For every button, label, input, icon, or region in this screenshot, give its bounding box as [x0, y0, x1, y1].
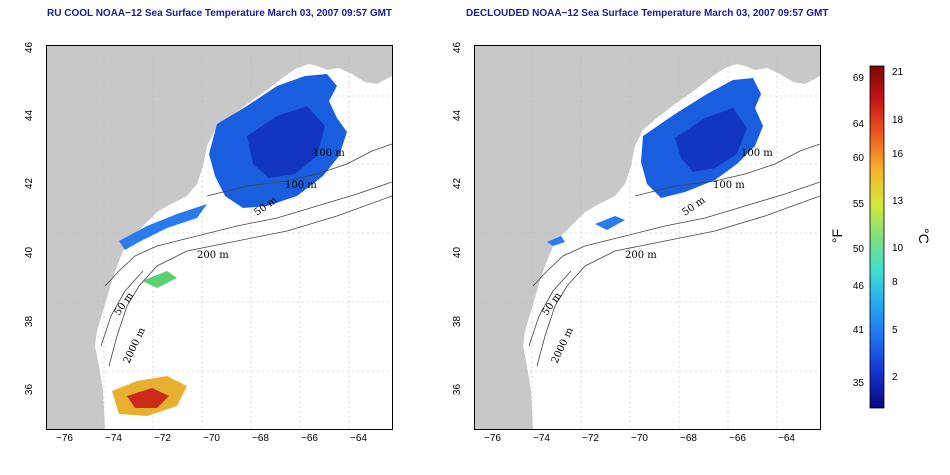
fahrenheit-tick: 41: [853, 325, 865, 336]
x-tick: −74: [533, 433, 550, 444]
sst-fragment: [547, 236, 565, 246]
sst-deep-cold: [247, 106, 325, 178]
y-tick: 42: [452, 177, 464, 190]
land-mass: [47, 46, 392, 429]
grid-lines: [475, 46, 820, 429]
x-tick: −64: [778, 433, 795, 444]
contour-200m: [584, 181, 820, 247]
y-tick: 44: [452, 109, 464, 122]
land-mass: [475, 46, 820, 429]
celsius-tick: 21: [892, 67, 904, 78]
nova-scotia-land: [309, 46, 392, 68]
contour-100m: [634, 143, 820, 197]
right-map-graphic: 100 m 100 m 50 m 200 m 50 m 2000 m: [475, 46, 820, 429]
right-panel-title: DECLOUDED NOAA−12 Sea Surface Temperatur…: [466, 8, 829, 19]
sst-green-patch: [142, 271, 177, 288]
y-tick: 46: [24, 41, 36, 54]
left-panel-title: RU COOL NOAA−12 Sea Surface Temperature …: [47, 8, 393, 19]
contour-label: 2000 m: [122, 326, 148, 366]
y-tick: 42: [24, 177, 36, 190]
left-map-graphic: 100 m 100 m 50 m 200 m 50 m 2000 m: [47, 46, 392, 429]
celsius-tick: 2: [892, 372, 898, 383]
sst-shelf-band: [119, 204, 207, 250]
x-tick: −68: [252, 433, 269, 444]
contour-200m: [156, 181, 392, 247]
colorbar-ticks: 69 64 60 55 50 46 41 35 21 18 16 13 10 8 5 2: [853, 67, 904, 389]
x-tick: −72: [582, 433, 599, 444]
sst-deep-cold: [675, 108, 747, 172]
x-tick: −68: [680, 433, 697, 444]
fahrenheit-label: °F: [829, 228, 846, 244]
celsius-label: °C: [915, 228, 932, 244]
celsius-tick: 18: [892, 115, 904, 126]
grid-lines: [47, 46, 392, 429]
celsius-tick: 13: [892, 196, 904, 207]
contour-50m: [528, 270, 572, 347]
fahrenheit-tick: 69: [853, 73, 865, 84]
contour-50m: [100, 270, 144, 347]
x-tick: −70: [203, 433, 220, 444]
contour-label: 100 m: [713, 180, 745, 191]
celsius-tick: 5: [892, 325, 898, 336]
fahrenheit-tick: 46: [853, 281, 865, 292]
contour-label: 100 m: [741, 148, 773, 159]
left-map: 100 m 100 m 50 m 200 m 50 m 2000 m: [46, 45, 393, 430]
contour-label: 2000 m: [550, 326, 576, 366]
celsius-tick: 10: [892, 243, 904, 254]
colorbar: 69 64 60 55 50 46 41 35 21 18 16 13 10 8 5 2: [853, 65, 904, 409]
right-map: 100 m 100 m 50 m 200 m 50 m 2000 m: [474, 45, 821, 430]
contour-100m: [206, 143, 392, 197]
contour-label: 200 m: [625, 250, 657, 261]
y-tick: 40: [24, 246, 36, 259]
contour-label: 100 m: [313, 148, 345, 159]
x-tick: −66: [301, 433, 318, 444]
fahrenheit-tick: 50: [853, 244, 865, 255]
x-tick: −74: [105, 433, 122, 444]
contour-label: 100 m: [285, 180, 317, 191]
y-tick: 46: [452, 41, 464, 54]
x-tick: −66: [729, 433, 746, 444]
celsius-tick: 16: [892, 149, 904, 160]
nova-scotia-land: [737, 46, 820, 68]
x-tick: −76: [56, 433, 73, 444]
y-tick: 38: [452, 315, 464, 328]
y-tick: 44: [24, 109, 36, 122]
x-tick: −76: [484, 433, 501, 444]
fahrenheit-tick: 64: [853, 119, 865, 130]
y-tick: 40: [452, 246, 464, 259]
fahrenheit-tick: 60: [853, 153, 865, 164]
y-tick: 36: [24, 383, 36, 396]
sst-shelf-fragment: [595, 216, 625, 230]
fahrenheit-tick: 35: [853, 378, 865, 389]
contour-label: 50 m: [680, 195, 708, 219]
y-tick: 38: [24, 315, 36, 328]
y-tick: 36: [452, 383, 464, 396]
contour-2000m: [104, 195, 392, 367]
celsius-tick: 8: [892, 277, 898, 288]
fahrenheit-tick: 55: [853, 199, 865, 210]
contour-label: 200 m: [197, 250, 229, 261]
colorbar-bar: [869, 65, 885, 409]
x-tick: −72: [154, 433, 171, 444]
x-tick: −64: [350, 433, 367, 444]
sst-hot-patch: [127, 388, 169, 408]
contour-2000m: [532, 195, 820, 367]
x-tick: −70: [631, 433, 648, 444]
